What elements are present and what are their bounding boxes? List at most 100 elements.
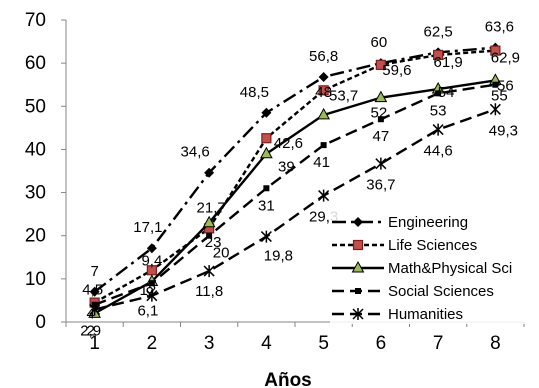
- data-label: 31: [258, 197, 275, 214]
- data-point: [148, 280, 155, 287]
- data-labels-layer: 7 17,1 34,6 48,5 56,8 60 62,5 63,6 4,5 12 21,7 42,6…: [80, 19, 520, 340]
- data-label: 41: [313, 154, 330, 171]
- data-point: [375, 157, 387, 170]
- series-line: [94, 83, 496, 306]
- x-tick-label: 6: [376, 333, 387, 354]
- y-tick-label: 30: [25, 183, 46, 204]
- legend-entry: Engineering: [388, 214, 468, 231]
- data-label: 53,7: [329, 87, 358, 104]
- data-label: 17,1: [133, 219, 162, 236]
- data-point: [146, 289, 158, 302]
- data-label: 11,8: [195, 283, 223, 300]
- data-label: 47: [373, 128, 390, 145]
- series-group: [89, 103, 501, 316]
- data-point: [317, 107, 330, 120]
- data-label: 20: [213, 245, 230, 262]
- x-axis-title: Años: [264, 370, 312, 388]
- data-label: 62,9: [491, 50, 520, 67]
- data-label: 52: [371, 105, 388, 122]
- x-tick-label: 1: [89, 333, 100, 354]
- data-label: 60: [371, 34, 388, 51]
- legend-marker: [351, 260, 365, 273]
- data-label: 4,5: [82, 282, 103, 299]
- data-label: 61,9: [434, 54, 463, 71]
- data-point: [374, 90, 388, 103]
- data-label: 62,5: [424, 23, 453, 40]
- legend-background: [330, 206, 539, 324]
- y-tick-label: 50: [25, 96, 46, 117]
- legend-entry: Life Sciences: [388, 237, 477, 254]
- data-label: 56,8: [309, 48, 338, 65]
- data-label: 12: [140, 282, 157, 299]
- y-tick-label: 60: [25, 53, 46, 74]
- data-label: 54: [438, 84, 455, 101]
- legend-marker: [355, 288, 361, 294]
- y-tick-label: 0: [35, 312, 46, 333]
- data-point: [490, 45, 501, 56]
- legend-entry: Math&Physical Sci: [388, 260, 512, 277]
- data-point: [202, 215, 216, 228]
- data-point: [146, 243, 157, 254]
- data-label: 21,7: [197, 199, 226, 216]
- y-tick-label: 10: [25, 269, 46, 290]
- y-tick-label: 20: [25, 226, 46, 247]
- legend-entry: Social Sciences: [388, 283, 494, 300]
- data-point: [261, 133, 272, 144]
- data-label: 36,7: [366, 177, 395, 194]
- data-point: [261, 107, 272, 118]
- x-tick-label: 8: [490, 333, 501, 354]
- data-label: 48,5: [240, 84, 269, 101]
- data-label: 4: [86, 306, 94, 323]
- data-label: 59,6: [382, 62, 411, 79]
- data-label: 56: [497, 77, 514, 94]
- data-point: [432, 123, 444, 136]
- x-tick-label: 2: [147, 333, 158, 354]
- data-point: [320, 142, 327, 149]
- data-point: [318, 71, 329, 82]
- series-line: [93, 46, 496, 293]
- data-label: 2,9: [80, 322, 101, 339]
- data-label: 49,3: [489, 122, 518, 139]
- data-label: 39: [278, 159, 295, 176]
- x-tick-label: 7: [433, 333, 444, 354]
- series-line: [94, 108, 496, 311]
- data-point: [206, 232, 213, 239]
- data-point: [489, 103, 501, 116]
- data-label: 19,8: [264, 248, 293, 265]
- data-label: 34,6: [181, 144, 210, 161]
- y-tick-label: 40: [25, 139, 46, 160]
- legend-marker: [352, 239, 364, 251]
- data-point: [377, 116, 384, 123]
- y-tick-label: 70: [25, 10, 46, 31]
- data-point: [492, 81, 499, 88]
- data-label: 53: [430, 102, 447, 119]
- data-point: [204, 167, 215, 178]
- data-point: [260, 230, 272, 243]
- data-point: [89, 303, 101, 316]
- series-layer: [88, 42, 502, 318]
- legend-marker: [353, 217, 363, 227]
- data-point: [318, 85, 329, 96]
- data-label: 42,6: [274, 135, 303, 152]
- data-point: [435, 90, 442, 97]
- legend-entry: Humanities: [388, 306, 463, 323]
- data-point: [318, 189, 330, 202]
- data-label: 44,6: [424, 143, 453, 160]
- data-label: 23: [205, 234, 222, 251]
- data-point: [433, 49, 444, 61]
- data-label: 7: [90, 263, 98, 280]
- data-label: 63,6: [485, 19, 514, 36]
- legend: Engineering Life Sciences Math&Physical Sc…: [330, 206, 539, 324]
- data-label: 2: [86, 322, 94, 339]
- data-label: 55: [491, 88, 508, 105]
- data-label: 9: [146, 284, 154, 301]
- x-tick-label: 4: [261, 333, 272, 354]
- x-tick-label: 3: [204, 333, 215, 354]
- legend-marker: [352, 308, 364, 320]
- data-point: [203, 265, 215, 278]
- data-point: [89, 286, 100, 297]
- data-label: 6,1: [137, 303, 158, 320]
- data-point: [375, 59, 386, 70]
